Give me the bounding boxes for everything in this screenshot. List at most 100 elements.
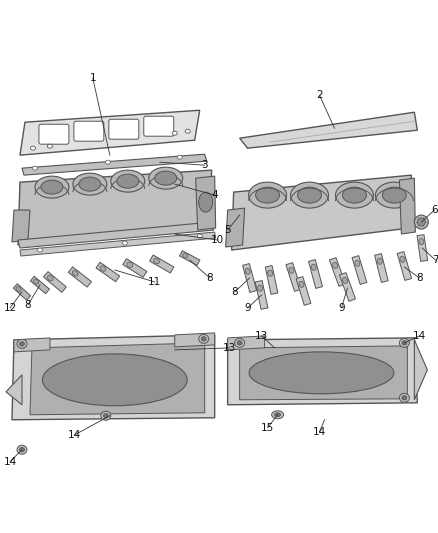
Ellipse shape [111, 170, 145, 192]
Text: 15: 15 [261, 423, 274, 433]
Text: 8: 8 [206, 273, 213, 283]
Polygon shape [240, 112, 417, 148]
Ellipse shape [245, 268, 250, 274]
Polygon shape [180, 251, 200, 265]
Ellipse shape [419, 238, 424, 245]
Polygon shape [226, 208, 244, 247]
Ellipse shape [172, 131, 177, 135]
Ellipse shape [355, 260, 360, 266]
Ellipse shape [375, 182, 413, 208]
Polygon shape [20, 232, 215, 256]
Polygon shape [240, 346, 407, 400]
Polygon shape [18, 170, 212, 245]
Polygon shape [228, 338, 417, 405]
Text: 14: 14 [313, 427, 326, 437]
Ellipse shape [16, 287, 21, 292]
Ellipse shape [42, 354, 187, 406]
Ellipse shape [399, 338, 410, 348]
Ellipse shape [199, 192, 213, 212]
Ellipse shape [101, 411, 111, 420]
Text: 12: 12 [4, 303, 17, 313]
Text: 3: 3 [201, 160, 208, 170]
Ellipse shape [177, 155, 182, 159]
Polygon shape [96, 262, 120, 282]
Ellipse shape [343, 187, 367, 203]
Ellipse shape [343, 277, 348, 284]
Ellipse shape [256, 187, 279, 203]
Text: 7: 7 [432, 255, 438, 265]
Text: 8: 8 [25, 300, 31, 310]
Ellipse shape [249, 352, 394, 394]
Polygon shape [18, 222, 214, 248]
Ellipse shape [122, 241, 127, 245]
Text: 10: 10 [211, 235, 224, 245]
Ellipse shape [183, 253, 188, 258]
Ellipse shape [34, 279, 39, 284]
Polygon shape [352, 256, 367, 285]
FancyBboxPatch shape [74, 121, 104, 141]
Ellipse shape [258, 285, 263, 291]
Polygon shape [339, 273, 356, 301]
Text: 9: 9 [338, 303, 345, 313]
Polygon shape [30, 276, 49, 294]
Text: 13: 13 [223, 343, 236, 353]
Polygon shape [150, 255, 174, 273]
Polygon shape [68, 267, 92, 287]
Ellipse shape [402, 341, 407, 345]
Polygon shape [228, 336, 265, 350]
Ellipse shape [249, 182, 286, 208]
FancyBboxPatch shape [144, 116, 174, 136]
Polygon shape [12, 335, 215, 420]
Polygon shape [255, 280, 268, 309]
Polygon shape [374, 254, 388, 282]
Polygon shape [232, 175, 411, 250]
Polygon shape [196, 176, 215, 230]
Ellipse shape [127, 262, 133, 268]
Text: 6: 6 [431, 205, 438, 215]
Ellipse shape [155, 171, 177, 185]
Text: 5: 5 [224, 225, 231, 235]
Polygon shape [22, 154, 207, 175]
Text: 11: 11 [148, 277, 161, 287]
Ellipse shape [105, 160, 110, 164]
Ellipse shape [297, 187, 321, 203]
Ellipse shape [268, 270, 272, 276]
Polygon shape [13, 284, 31, 300]
Ellipse shape [402, 395, 407, 400]
Ellipse shape [400, 256, 405, 262]
Text: 1: 1 [89, 74, 96, 83]
Text: 4: 4 [212, 190, 218, 200]
Ellipse shape [17, 340, 27, 349]
Text: 2: 2 [316, 90, 323, 100]
Polygon shape [20, 110, 200, 155]
Ellipse shape [35, 176, 69, 198]
Text: 8: 8 [231, 287, 238, 297]
Polygon shape [414, 340, 427, 400]
Ellipse shape [377, 258, 382, 264]
Ellipse shape [73, 173, 107, 195]
Polygon shape [397, 252, 412, 280]
Polygon shape [123, 259, 147, 277]
Polygon shape [43, 272, 66, 293]
Ellipse shape [289, 267, 294, 273]
Text: 9: 9 [244, 303, 251, 313]
Ellipse shape [382, 187, 406, 203]
Ellipse shape [149, 167, 183, 189]
Ellipse shape [41, 180, 63, 194]
Ellipse shape [414, 215, 428, 229]
Ellipse shape [117, 174, 139, 188]
Ellipse shape [47, 276, 53, 281]
Text: 13: 13 [255, 331, 268, 341]
Ellipse shape [17, 445, 27, 454]
Ellipse shape [79, 177, 101, 191]
Ellipse shape [47, 144, 53, 148]
Ellipse shape [275, 413, 281, 417]
Polygon shape [296, 277, 311, 305]
Ellipse shape [201, 337, 206, 341]
Ellipse shape [290, 182, 328, 208]
Polygon shape [329, 257, 346, 286]
Polygon shape [6, 375, 22, 405]
Ellipse shape [299, 281, 304, 287]
Ellipse shape [103, 414, 108, 418]
Polygon shape [14, 338, 50, 352]
